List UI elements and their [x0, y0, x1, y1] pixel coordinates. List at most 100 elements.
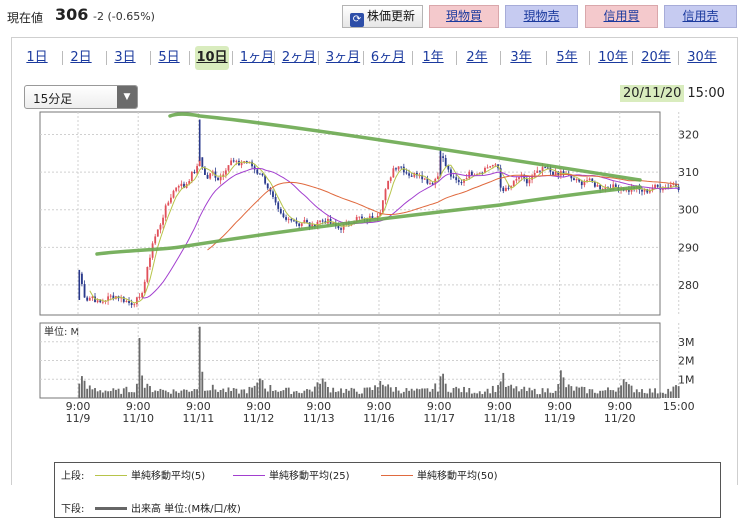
update-price-button[interactable]: ⟳ 株価更新 — [342, 5, 423, 28]
as-of-date: 20/11/20 — [620, 85, 685, 102]
volume-bar — [159, 388, 162, 398]
candle-body — [389, 177, 392, 181]
x-tick-time-8: 9:00 — [547, 400, 572, 413]
volume-bar — [607, 387, 609, 398]
volume-bar — [478, 391, 481, 398]
candle-body — [245, 161, 248, 163]
candle-body — [604, 187, 607, 189]
volume-bar — [185, 389, 188, 398]
interval-select[interactable]: 15分足 ▼ — [24, 85, 138, 109]
candle-body — [269, 188, 272, 192]
tab-10[interactable]: 2年 — [466, 50, 488, 65]
candle-body — [88, 297, 91, 301]
tab-8[interactable]: 6ヶ月 — [370, 50, 406, 65]
volume-bar — [128, 392, 130, 398]
tab-2[interactable]: 3日 — [114, 50, 136, 65]
tab-separator — [412, 51, 413, 65]
candle-body — [355, 217, 358, 222]
volume-bar — [384, 386, 387, 398]
candle-body — [408, 173, 410, 176]
volume-tick-label-2: 3M — [678, 336, 695, 349]
volume-bar — [240, 389, 243, 398]
candle-body — [654, 184, 656, 189]
volume-bar — [342, 392, 345, 398]
volume-bar — [222, 388, 225, 398]
tab-11[interactable]: 3年 — [510, 50, 532, 65]
tab-0[interactable]: 1日 — [26, 50, 48, 65]
candle-body — [588, 178, 591, 181]
candle-body — [596, 185, 599, 187]
candle-body — [175, 187, 178, 191]
candle-body — [183, 183, 185, 188]
legend-ma5: 単純移動平均(5) — [95, 467, 205, 482]
tab-7[interactable]: 3ヶ月 — [325, 50, 361, 65]
candle-body — [222, 174, 225, 177]
volume-bar — [295, 391, 298, 398]
tab-separator — [363, 51, 364, 65]
volume-bar — [219, 389, 222, 398]
volume-bar — [175, 391, 178, 398]
price-tick-label-2: 300 — [678, 204, 699, 217]
candle-body — [460, 182, 463, 184]
x-tick-time-6: 9:00 — [427, 400, 452, 413]
candle-body — [512, 180, 515, 187]
volume-bar — [541, 388, 544, 398]
cash-sell-button[interactable]: 現物売 — [505, 5, 578, 28]
volume-bar — [402, 391, 405, 398]
candle-body — [154, 236, 157, 244]
candle-body — [431, 183, 434, 185]
tab-6[interactable]: 2ヶ月 — [281, 50, 317, 65]
candle-body — [211, 171, 214, 174]
volume-bar — [340, 388, 342, 398]
candle-body — [204, 167, 206, 175]
volume-bar — [211, 384, 214, 398]
volume-bar — [601, 390, 604, 398]
candle-body — [240, 162, 243, 166]
candle-body — [261, 173, 264, 176]
volume-bar — [311, 391, 314, 398]
volume-bar — [450, 392, 452, 398]
tab-13[interactable]: 10年 — [598, 50, 628, 65]
volume-bar — [515, 386, 518, 398]
volume-bar — [533, 388, 536, 398]
top-bar: 現在値 306 -2 (-0.65%) ⟳ 株価更新 現物買 現物売 信用買 信用… — [0, 0, 749, 34]
volume-bar — [596, 393, 599, 398]
volume-bar — [230, 390, 233, 398]
tab-14[interactable]: 20年 — [641, 50, 671, 65]
tab-1[interactable]: 2日 — [70, 50, 92, 65]
volume-bar — [308, 389, 311, 398]
volume-bar — [413, 390, 416, 398]
volume-bar — [279, 391, 282, 398]
tab-12[interactable]: 5年 — [556, 50, 578, 65]
candle-body — [285, 217, 287, 220]
volume-bar — [486, 388, 489, 398]
margin-sell-button[interactable]: 信用売 — [664, 5, 737, 28]
candle-body — [253, 166, 256, 170]
volume-bar — [177, 392, 180, 398]
margin-buy-button[interactable]: 信用買 — [585, 5, 658, 28]
tab-5[interactable]: 1ヶ月 — [239, 50, 275, 65]
price-tick-label-3: 310 — [678, 166, 699, 179]
tab-4[interactable]: 10日 — [195, 46, 229, 70]
volume-bar — [455, 386, 458, 398]
tab-15[interactable]: 30年 — [687, 50, 717, 65]
candle-body — [258, 173, 261, 175]
x-tick-time-2: 9:00 — [186, 400, 211, 413]
tab-separator — [500, 51, 501, 65]
tab-separator — [189, 51, 190, 65]
candle-body — [591, 178, 594, 183]
volume-bar — [125, 386, 128, 398]
candle-body — [562, 171, 565, 175]
cash-buy-button[interactable]: 現物買 — [429, 5, 499, 28]
volume-bar — [122, 388, 125, 398]
candle-body — [541, 167, 544, 172]
tab-3[interactable]: 5日 — [158, 50, 180, 65]
volume-bar — [408, 390, 410, 398]
upper-trendline — [168, 112, 642, 182]
volume-bar — [612, 390, 615, 398]
volume-bar — [156, 391, 159, 398]
volume-bar — [381, 384, 384, 398]
volume-bar — [638, 392, 641, 398]
candle-body — [651, 188, 654, 191]
tab-9[interactable]: 1年 — [422, 50, 444, 65]
